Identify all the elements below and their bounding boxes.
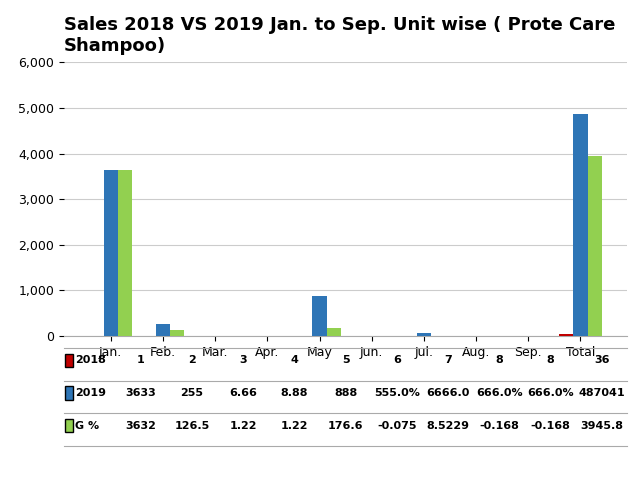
Bar <box>156 324 170 336</box>
Text: -0.168: -0.168 <box>479 420 519 431</box>
Bar <box>312 296 326 336</box>
Text: 8.5229: 8.5229 <box>426 420 470 431</box>
Bar <box>573 114 588 336</box>
Text: 666.0%: 666.0% <box>476 388 522 398</box>
Bar <box>417 333 431 336</box>
Text: 126.5: 126.5 <box>174 420 210 431</box>
Text: 6666.0: 6666.0 <box>426 388 470 398</box>
Text: 2019: 2019 <box>75 388 106 398</box>
Text: 666.0%: 666.0% <box>527 388 573 398</box>
Text: -0.168: -0.168 <box>531 420 570 431</box>
Text: 3: 3 <box>239 355 247 365</box>
Text: 6: 6 <box>393 355 401 365</box>
Text: 2: 2 <box>188 355 196 365</box>
Bar <box>104 170 118 336</box>
Text: 7: 7 <box>444 355 452 365</box>
Text: 1.22: 1.22 <box>281 420 308 431</box>
Bar <box>118 170 132 336</box>
Text: -0.075: -0.075 <box>377 420 417 431</box>
Text: 3945.8: 3945.8 <box>580 420 623 431</box>
Text: 3632: 3632 <box>125 420 156 431</box>
Bar <box>170 330 184 336</box>
Text: 888: 888 <box>334 388 357 398</box>
Text: 3633: 3633 <box>125 388 156 398</box>
Text: 8: 8 <box>547 355 554 365</box>
Text: 5: 5 <box>342 355 349 365</box>
Text: 6.66: 6.66 <box>229 388 257 398</box>
Text: 2018: 2018 <box>75 355 106 365</box>
Text: 8.88: 8.88 <box>281 388 308 398</box>
Bar <box>326 328 340 336</box>
Text: 176.6: 176.6 <box>328 420 364 431</box>
Bar <box>559 335 573 336</box>
Text: 255: 255 <box>180 388 204 398</box>
Text: 8: 8 <box>495 355 503 365</box>
Text: 36: 36 <box>594 355 609 365</box>
Text: 1: 1 <box>137 355 145 365</box>
Text: G %: G % <box>75 420 99 431</box>
Text: Sales 2018 VS 2019 Jan. to Sep. Unit wise ( Prote Care
Shampoo): Sales 2018 VS 2019 Jan. to Sep. Unit wis… <box>64 16 616 55</box>
Text: 555.0%: 555.0% <box>374 388 420 398</box>
Bar <box>588 156 602 336</box>
Text: 4: 4 <box>291 355 298 365</box>
Text: 487041: 487041 <box>579 388 625 398</box>
Text: 1.22: 1.22 <box>230 420 257 431</box>
